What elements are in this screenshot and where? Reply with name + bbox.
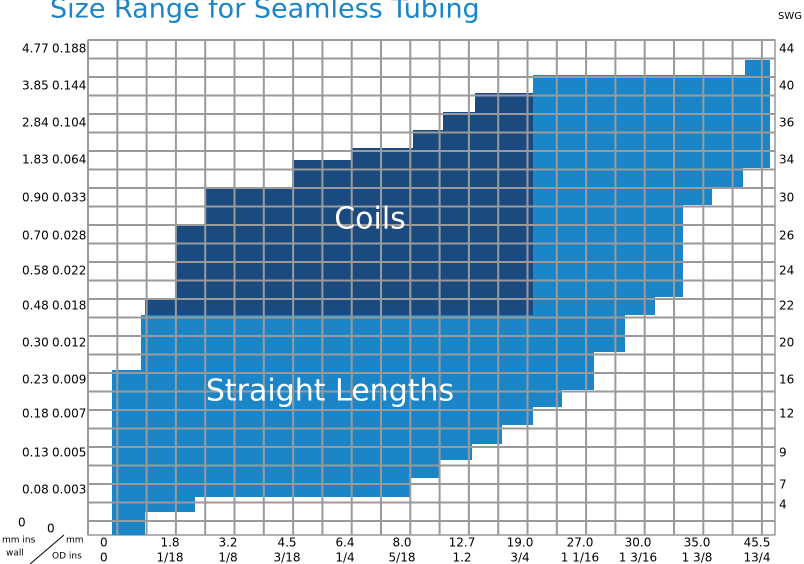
swg-label: 7 (779, 478, 787, 492)
od-ins: 1 1/16 (561, 551, 599, 564)
wall-ins: 0.033 (52, 191, 86, 205)
wall-ins: 0 (47, 522, 55, 536)
od-ins: 0 (100, 551, 108, 564)
od-mm: 0 (100, 536, 108, 550)
wall-mm: 3.85 (22, 79, 49, 93)
wall-ins: 0.028 (52, 229, 86, 243)
swg-label: 44 (779, 42, 794, 56)
od-mm: 35.0 (684, 536, 711, 550)
od-mm: 45.5 (744, 536, 771, 550)
swg-label: 16 (779, 373, 794, 387)
od-mm: 6.4 (335, 536, 354, 550)
wall-mm: 0.70 (22, 229, 49, 243)
corner-diagonal (29, 534, 65, 564)
od-ins: 1 3/16 (619, 551, 657, 564)
coils-label: Coils (334, 202, 406, 237)
wall-ins: 0.144 (52, 79, 86, 93)
wall-ins: 0.003 (52, 483, 86, 497)
wall-mm: 0.90 (22, 191, 49, 205)
wall-ins: 0.009 (52, 373, 86, 387)
od-mm: 30.0 (625, 536, 652, 550)
swg-label: 36 (779, 116, 794, 130)
straight-label: Straight Lengths (206, 374, 454, 409)
wall-ins: 0.104 (52, 116, 86, 130)
od-ins: 13/4 (744, 551, 771, 564)
wall-mm: 0.18 (22, 407, 49, 421)
od-mm: 1.8 (160, 536, 179, 550)
od-mm: 19.0 (507, 536, 534, 550)
wall-mm: 0 (18, 516, 26, 530)
swg-label: 12 (779, 407, 794, 421)
swg-title: SWG (778, 11, 802, 22)
wall-mm: 2.84 (22, 116, 49, 130)
swg-label: 40 (779, 79, 794, 93)
od-mm: 3.2 (218, 536, 237, 550)
corner-wall: wall (6, 549, 24, 559)
coils-region (145, 93, 533, 315)
grid (87, 39, 775, 535)
wall-mm: 0.30 (22, 336, 49, 350)
wall-ins: 0.005 (52, 446, 86, 460)
od-ins: 3/4 (510, 551, 529, 564)
od-ins: 1/18 (157, 551, 184, 564)
straight-region (112, 60, 770, 535)
swg-label: 26 (779, 229, 794, 243)
wall-ins: 0.064 (52, 153, 86, 167)
swg-label: 22 (779, 299, 794, 313)
od-mm: 4.5 (277, 536, 296, 550)
swg-label: 30 (779, 191, 794, 205)
od-mm: 12.7 (449, 536, 476, 550)
swg-label: 34 (779, 153, 794, 167)
od-ins: 3/18 (274, 551, 301, 564)
swg-label: 9 (779, 446, 787, 460)
wall-mm: 0.48 (22, 299, 49, 313)
wall-ins: 0.012 (52, 336, 86, 350)
swg-label: 20 (779, 336, 794, 350)
wall-mm: 0.08 (22, 483, 49, 497)
od-ins: 1.2 (452, 551, 471, 564)
wall-mm: 0.23 (22, 373, 49, 387)
corner-wall-units: mm ins (2, 536, 36, 546)
wall-ins: 0.188 (52, 42, 86, 56)
wall-ins: 0.018 (52, 299, 86, 313)
wall-ins: 0.007 (52, 407, 86, 421)
wall-mm: 4.77 (22, 42, 49, 56)
swg-label: 24 (779, 264, 794, 278)
title: Size Range for Seamless Tubing (50, 0, 480, 25)
od-mm: 8.0 (392, 536, 411, 550)
wall-mm: 0.58 (22, 264, 49, 278)
od-ins: 1 3/8 (682, 551, 713, 564)
swg-label: 4 (779, 498, 787, 512)
od-ins: 1/8 (218, 551, 237, 564)
od-ins: 1/4 (335, 551, 354, 564)
wall-mm: 1.83 (22, 153, 49, 167)
corner-od-mm: mm (66, 536, 84, 546)
wall-ins: 0.022 (52, 264, 86, 278)
wall-mm: 0.13 (22, 446, 49, 460)
od-ins: 5/18 (389, 551, 416, 564)
od-mm: 27.0 (567, 536, 594, 550)
corner-od-units: OD ins (52, 552, 82, 562)
